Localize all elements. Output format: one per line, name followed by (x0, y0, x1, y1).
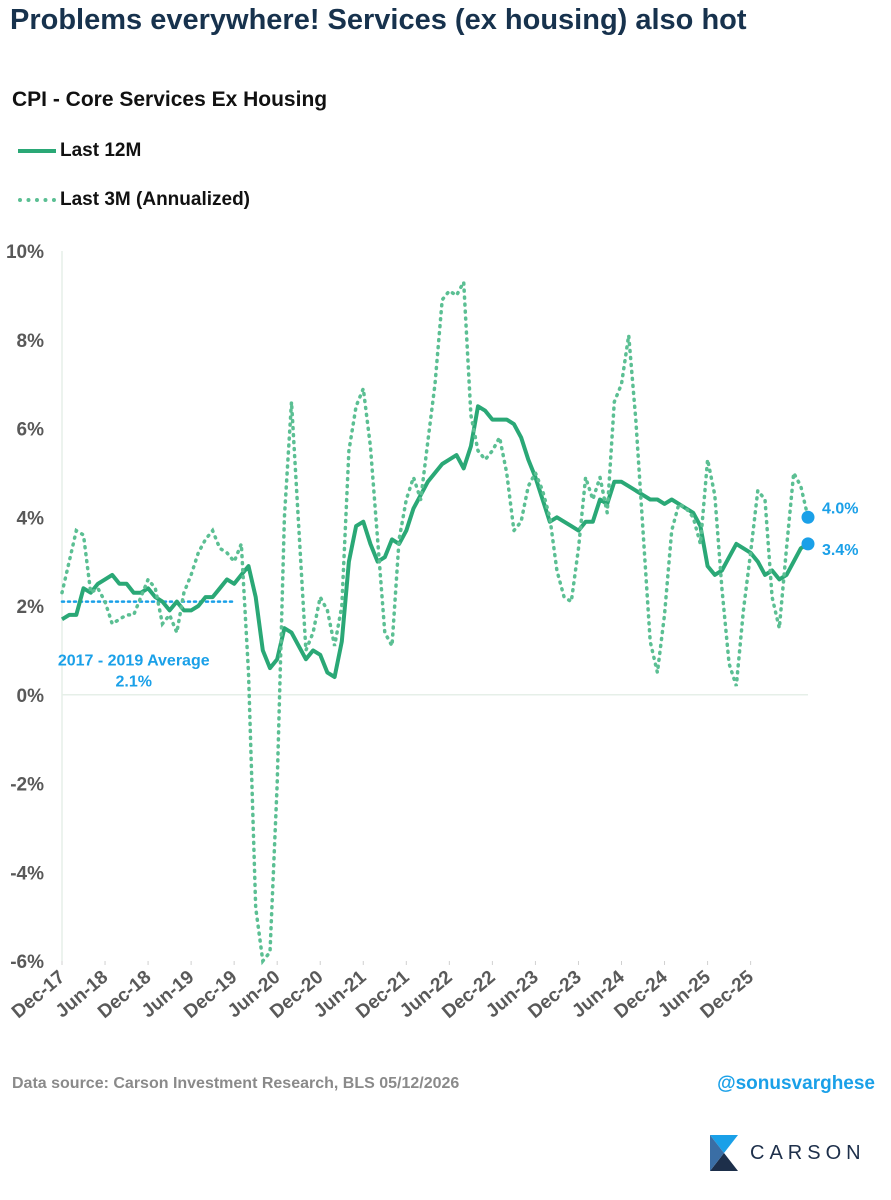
endpoint-marker-last-3m (801, 510, 815, 524)
endpoint-label-last-3m: 4.0% (822, 500, 858, 517)
endpoint-marker-last-12m (801, 537, 815, 551)
series-last-12m-line (60, 404, 810, 679)
y-tick-label: -2% (10, 775, 44, 796)
legend-item-last-12m: Last 12M (18, 136, 141, 166)
carson-logo-icon (710, 1135, 738, 1171)
legend-label-last-12m: Last 12M (60, 140, 142, 161)
legend-swatch-solid (18, 149, 56, 153)
endpoint-label-last-12m: 3.4% (822, 542, 858, 559)
y-tick-label: -6% (10, 952, 44, 973)
y-tick-label: 8% (17, 331, 45, 352)
carson-logo-text: CARSON (750, 1141, 866, 1164)
plot-area (60, 275, 810, 966)
legend-swatch-dotted (18, 198, 56, 202)
data-source-note: Data source: Carson Investment Research,… (12, 1075, 460, 1092)
y-tick-label: 4% (17, 508, 45, 529)
average-label: 2017 - 2019 Average (58, 653, 210, 670)
y-tick-label: -4% (10, 863, 44, 884)
x-axis: Dec-17Jun-18Dec-18Jun-19Dec-19Jun-20Dec-… (8, 694, 808, 1023)
legend-label-last-3m: Last 3M (Annualized) (60, 189, 251, 210)
headline: Problems everywhere! Services (ex housin… (10, 4, 747, 36)
chart-title: CPI - Core Services Ex Housing (12, 88, 328, 111)
y-tick-label: 2% (17, 597, 45, 618)
line-chart: -6% -4% -2% 0% 2% 4% 6% 8% 10% Dec-17Jun-18Dec-1… (6, 242, 859, 1023)
y-tick-label: 0% (17, 686, 45, 707)
carson-logo: CARSON (708, 1133, 866, 1173)
annotations: 4.0% 3.4% 2017 - 2019 Average 2.1% (58, 500, 859, 690)
y-tick-label: 6% (17, 420, 45, 441)
twitter-handle: @sonusvarghese (717, 1073, 875, 1094)
y-tick-label: 10% (6, 242, 44, 263)
y-axis: -6% -4% -2% 0% 2% 4% 6% 8% 10% (6, 242, 63, 973)
legend-item-last-3m: Last 3M (Annualized) (18, 185, 250, 215)
average-value-label: 2.1% (115, 674, 151, 691)
series-last-3m-line (60, 275, 810, 966)
